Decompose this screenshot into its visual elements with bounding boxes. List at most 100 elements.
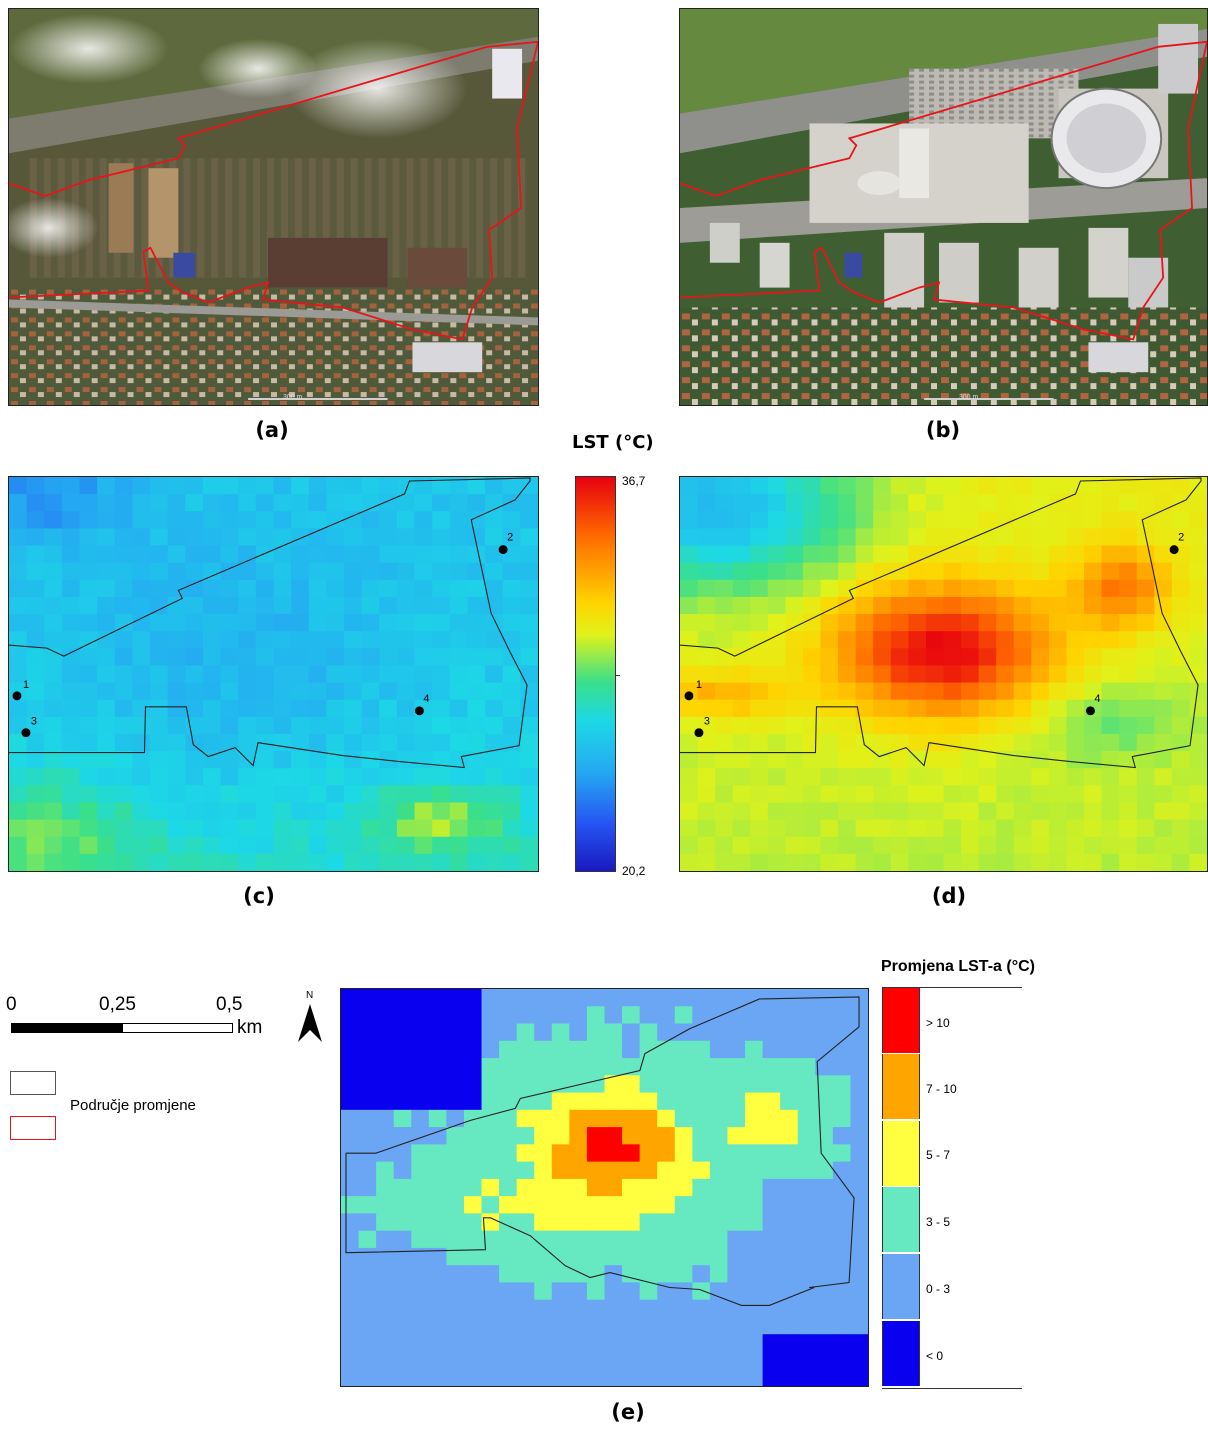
raster-cell <box>516 1040 535 1059</box>
raster-cell <box>780 1006 799 1025</box>
raster-cell <box>291 716 310 735</box>
raster-cell <box>639 1178 658 1197</box>
raster-cell <box>344 853 363 871</box>
raster-cell <box>1084 631 1103 649</box>
raster-cell <box>463 1161 483 1180</box>
raster-cell <box>344 836 363 855</box>
raster-cell <box>780 1265 799 1284</box>
raster-cell <box>780 1316 799 1335</box>
raster-cell <box>393 1334 412 1353</box>
raster-cell <box>715 682 734 701</box>
raster-cell <box>785 682 804 701</box>
raster-cell <box>622 1247 641 1266</box>
raster-cell <box>1084 477 1103 495</box>
raster-cell <box>396 819 416 838</box>
raster-cell <box>1136 665 1155 684</box>
raster-cell <box>1084 751 1103 769</box>
raster-cell <box>745 989 764 1007</box>
raster-cell <box>79 785 98 804</box>
raster-cell <box>750 853 769 871</box>
raster-cell <box>114 751 134 769</box>
raster-cell <box>432 648 451 667</box>
raster-cell <box>767 682 786 701</box>
raster-cell <box>873 648 892 667</box>
raster-cell <box>697 836 716 855</box>
raster-cell <box>604 1144 623 1163</box>
raster-cell <box>797 1299 816 1318</box>
raster-cell <box>446 1023 465 1042</box>
raster-cell <box>308 545 327 564</box>
raster-cell <box>150 614 169 632</box>
raster-cell <box>411 1127 430 1145</box>
raster-cell <box>432 802 451 821</box>
raster-cell <box>341 1282 360 1301</box>
raster-cell <box>291 836 310 855</box>
raster-cell <box>569 1213 588 1232</box>
raster-cell <box>463 1127 483 1145</box>
raster-cell <box>291 494 310 512</box>
raster-cell <box>516 989 535 1007</box>
raster-cell <box>202 528 222 547</box>
raster-cell <box>850 1161 868 1180</box>
raster-cell <box>727 1196 746 1214</box>
raster-cell <box>344 785 363 804</box>
raster-cell <box>1013 477 1032 495</box>
raster-cell <box>604 1230 623 1249</box>
raster-cell <box>1031 682 1050 701</box>
raster-cell <box>432 733 451 752</box>
raster-cell <box>432 494 451 512</box>
raster-cell <box>414 631 433 649</box>
raster-cell <box>762 1075 781 1094</box>
raster-cell <box>61 545 81 564</box>
raster-cell <box>780 1075 799 1094</box>
raster-cell <box>481 1178 500 1197</box>
raster-cell <box>273 819 292 838</box>
raster-cell <box>9 511 28 529</box>
raster-cell <box>432 699 451 718</box>
raster-cell <box>150 477 169 495</box>
raster-cell <box>855 562 874 581</box>
raster-cell <box>1119 579 1138 598</box>
raster-cell <box>97 562 116 581</box>
raster-cell <box>167 631 186 649</box>
raster-cell <box>202 665 222 684</box>
raster-cell <box>79 545 98 564</box>
raster-cell <box>1048 545 1068 564</box>
raster-cell <box>326 716 345 735</box>
raster-cell <box>838 819 857 838</box>
raster-cell <box>832 1230 852 1249</box>
raster-cell <box>832 1299 852 1318</box>
raster-cell <box>341 1006 360 1025</box>
raster-cell <box>709 1282 729 1301</box>
raster-cell <box>785 751 804 769</box>
raster-cell <box>393 1023 412 1042</box>
raster-cell <box>674 1109 693 1128</box>
raster-cell <box>569 1265 588 1284</box>
raster-cell <box>797 1092 816 1111</box>
raster-cell <box>908 579 927 598</box>
raster-cell <box>697 477 716 495</box>
raster-cell <box>762 1230 781 1249</box>
raster-cell <box>520 579 538 598</box>
raster-cell <box>780 1334 799 1353</box>
raster-cell <box>481 1092 500 1111</box>
raster-cell <box>291 631 310 649</box>
raster-cell <box>220 545 239 564</box>
raster-cell <box>802 648 822 667</box>
raster-cell <box>622 1299 641 1318</box>
raster-cell <box>692 1178 711 1197</box>
raster-cell <box>802 511 822 529</box>
raster-cell <box>978 819 997 838</box>
raster-cell <box>97 768 116 786</box>
raster-cell <box>326 562 345 581</box>
raster-cell <box>1119 785 1138 804</box>
raster-cell <box>1136 853 1155 871</box>
raster-cell <box>1048 802 1068 821</box>
raster-cell <box>762 1334 781 1353</box>
raster-cell <box>414 716 433 735</box>
raster-cell <box>432 665 451 684</box>
raster-cell <box>639 1109 658 1128</box>
raster-cell <box>1048 785 1068 804</box>
raster-cell <box>820 648 839 667</box>
raster-cell <box>802 596 822 615</box>
